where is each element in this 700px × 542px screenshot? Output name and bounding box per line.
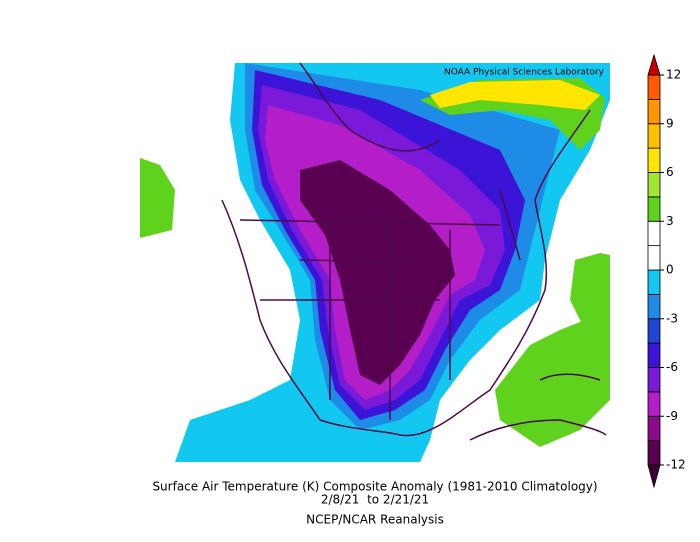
colorbar-band (647, 293, 661, 320)
colorbar: -12 -9 -6 -3 0 3 6 9 12 (647, 53, 686, 489)
colorbar-band (647, 220, 661, 247)
colorbar-band (647, 172, 661, 198)
colorbar-band (647, 415, 661, 442)
colorbar-tick-label: -6 (666, 360, 678, 374)
colorbar-tick-label: -3 (666, 311, 678, 325)
colorbar-band (647, 440, 661, 466)
colorbar-under (647, 464, 661, 489)
colorbar-tick-label: 3 (666, 214, 674, 228)
coastline (469, 373, 607, 441)
date-range: 2/8/21 to 2/21/21 (321, 493, 429, 507)
colorbar-tick-label: 12 (666, 68, 681, 82)
colorbar-band (647, 245, 661, 271)
colorbar-tick-label: -12 (666, 458, 686, 472)
colorbar-band (647, 123, 661, 149)
colorbar-tick-label: 9 (666, 116, 674, 130)
colorbar-band (647, 318, 661, 344)
colorbar-tick-label: 0 (666, 263, 674, 277)
anomaly-area (495, 310, 610, 447)
credit: NOAA Physical Sciences Laboratory (444, 68, 605, 78)
colorbar-over (647, 53, 661, 76)
map: NOAA Physical Sciences Laboratory (140, 62, 610, 462)
colorbar-band (647, 367, 661, 393)
coastline (221, 62, 591, 437)
anomaly-area (140, 158, 175, 238)
colorbar-band (647, 269, 661, 295)
border (239, 189, 521, 420)
anomaly-area (430, 80, 600, 110)
source: NCEP/NCAR Reanalysis (306, 513, 444, 527)
colorbar-band (647, 98, 661, 125)
colorbar-tick-label: 6 (666, 165, 674, 179)
map-title: Surface Air Temperature (K) Composite An… (152, 480, 597, 494)
colorbar-band (647, 74, 661, 100)
anomaly-area (300, 160, 455, 385)
colorbar-band (647, 391, 661, 417)
colorbar-band (647, 342, 661, 368)
colorbar-band (647, 196, 661, 222)
colorbar-band (647, 147, 661, 173)
anomaly-area (570, 253, 610, 330)
colorbar-tick-label: -9 (666, 409, 678, 423)
